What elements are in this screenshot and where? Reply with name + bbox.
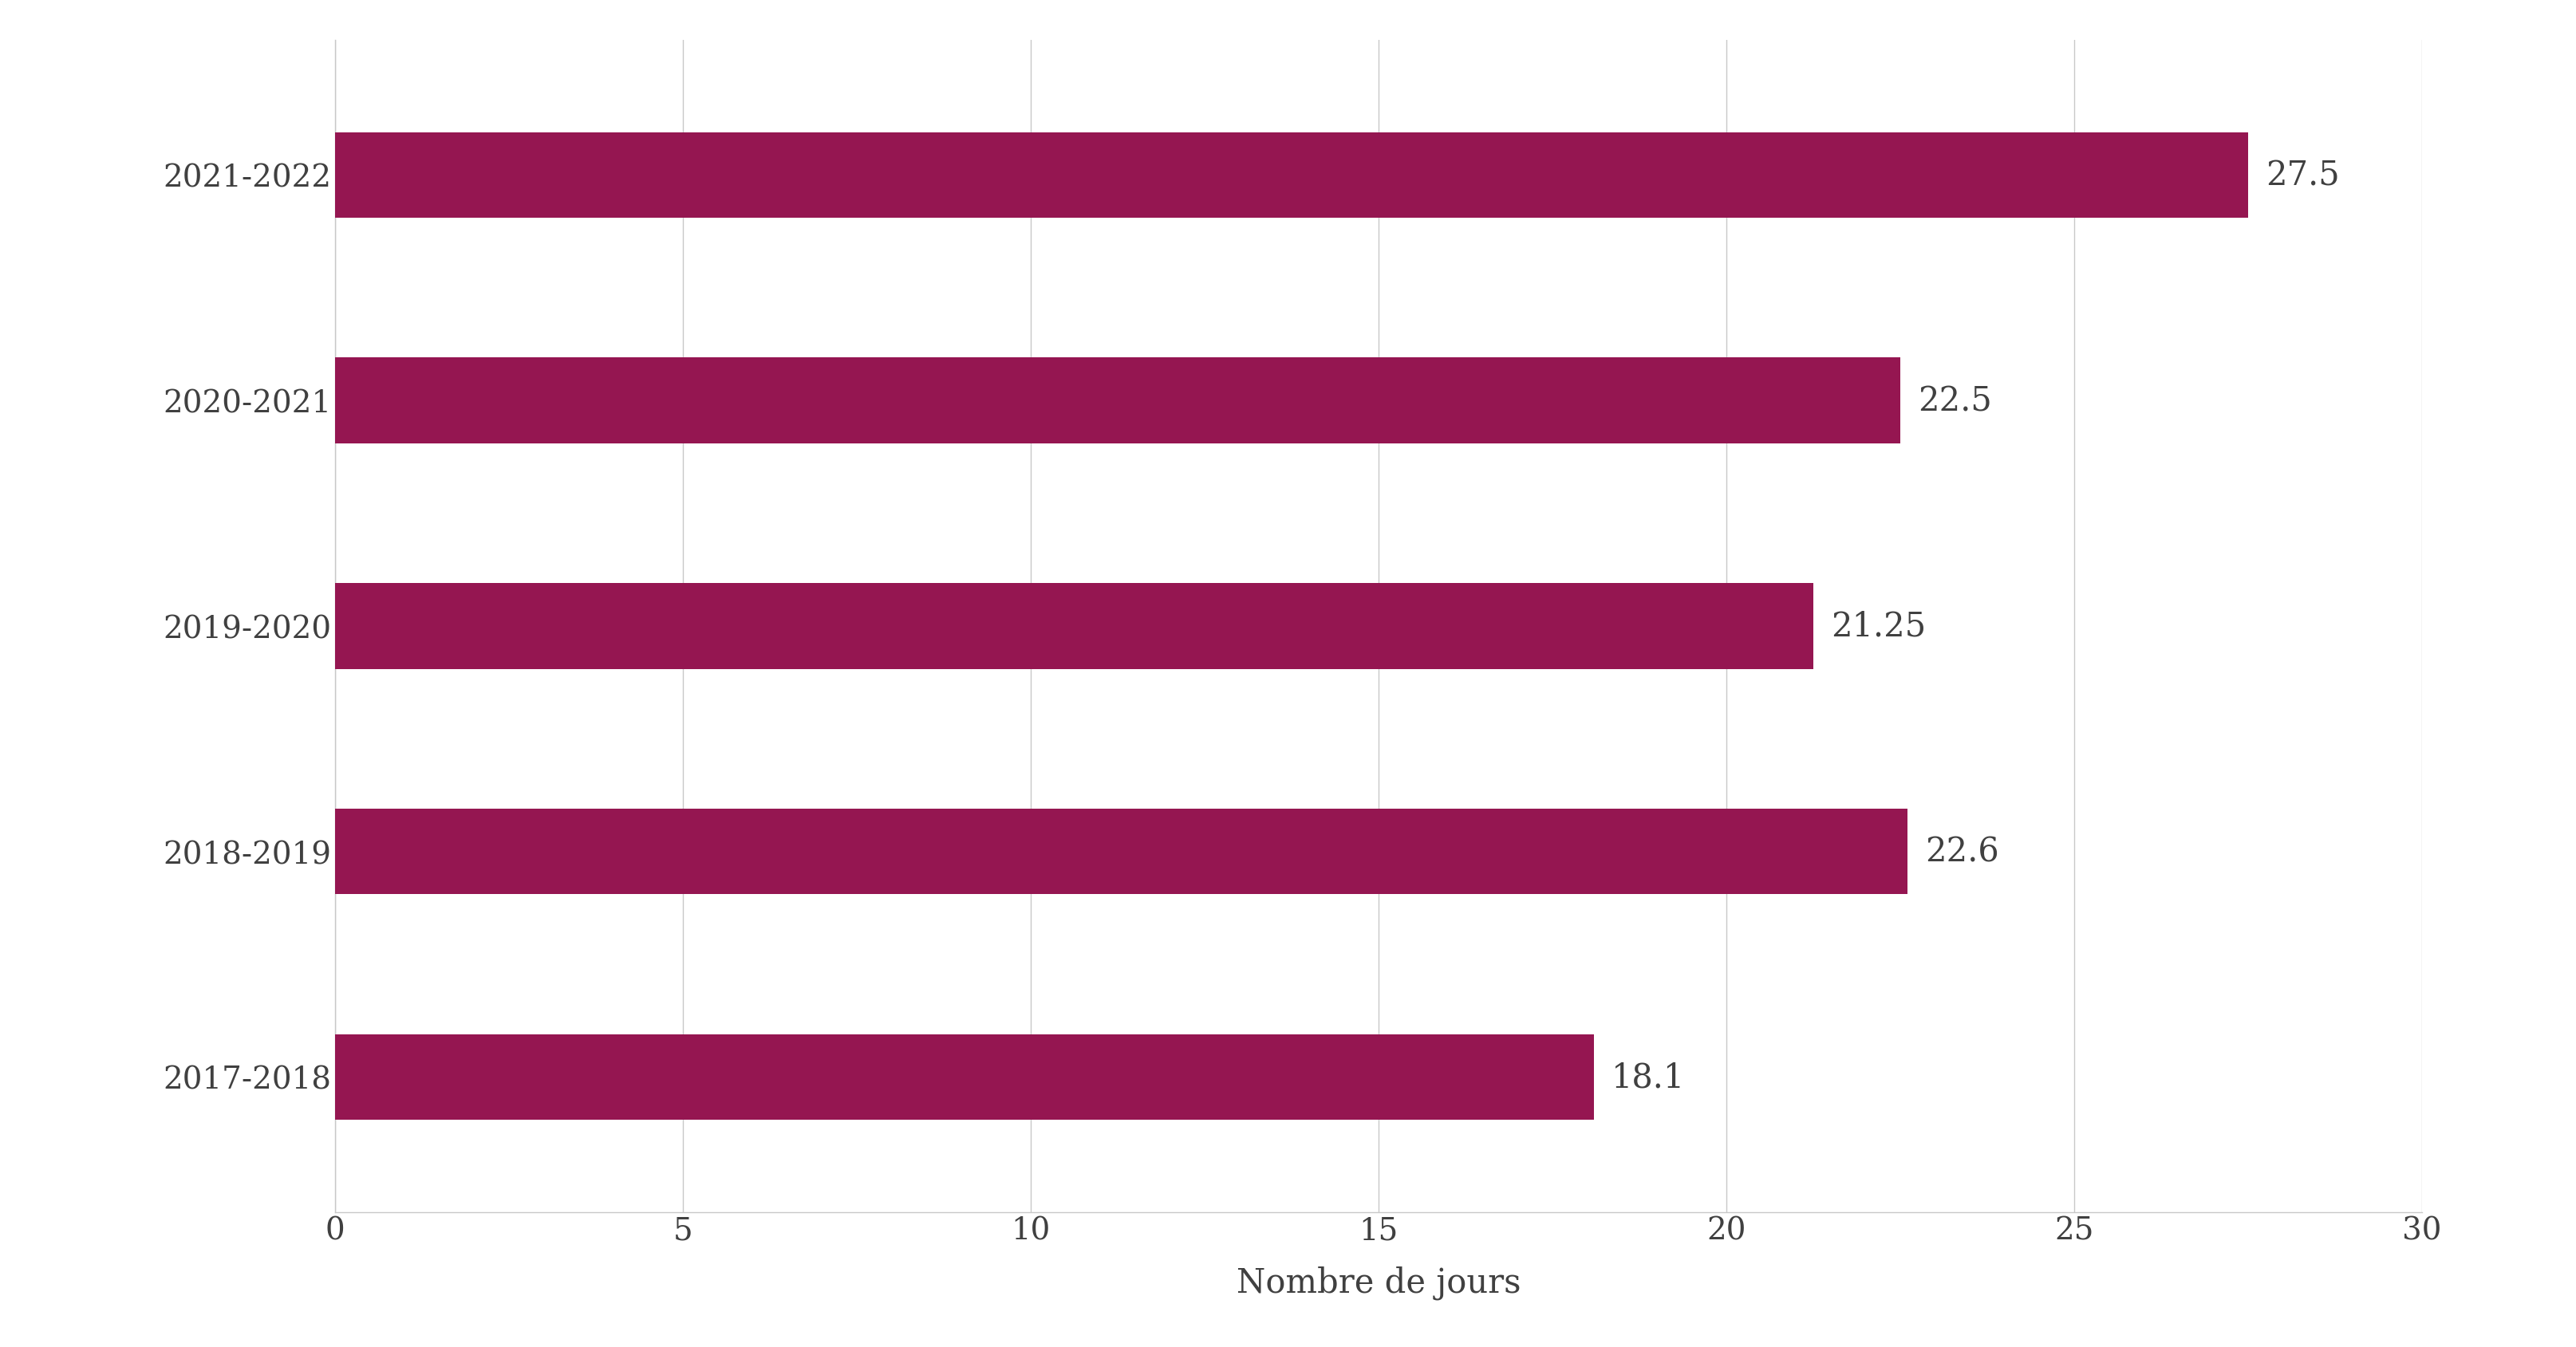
Text: 18.1: 18.1 <box>1610 1060 1685 1094</box>
X-axis label: Nombre de jours: Nombre de jours <box>1236 1266 1520 1300</box>
Text: 22.5: 22.5 <box>1917 384 1991 418</box>
Text: 21.25: 21.25 <box>1829 610 1924 643</box>
Bar <box>335 1034 1595 1119</box>
Bar <box>335 810 1906 894</box>
Text: 22.6: 22.6 <box>1924 835 1999 869</box>
Bar <box>335 358 1899 443</box>
Bar <box>335 133 2246 218</box>
Text: 27.5: 27.5 <box>2264 159 2339 193</box>
Bar <box>335 583 1814 669</box>
